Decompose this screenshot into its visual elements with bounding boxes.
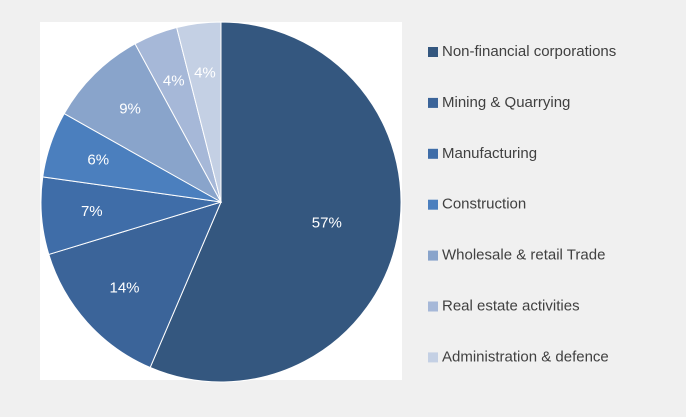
pie-slice: [176, 21, 222, 203]
legend-label: Administration & defence: [442, 348, 609, 365]
legend-swatch: [428, 352, 438, 363]
legend-label: Non-financial corporations: [442, 43, 616, 60]
legend-swatch: [428, 97, 438, 108]
legend-swatch: [428, 47, 438, 57]
legend-swatch: [428, 250, 438, 261]
pie-slice: [48, 201, 222, 369]
legend-swatch: [428, 199, 438, 210]
data-label: 4%: [163, 72, 185, 89]
data-label: 6%: [87, 151, 109, 168]
pie-slice: [63, 43, 223, 204]
data-label: 4%: [194, 64, 216, 81]
data-label: 14%: [109, 279, 139, 296]
data-label: 7%: [81, 203, 103, 220]
legend-swatch: [428, 301, 438, 312]
legend-label: Manufacturing: [442, 145, 537, 162]
legend-label: Wholesale & retail Trade: [442, 247, 605, 264]
pie-slice: [149, 21, 402, 383]
legend-label: Mining & Quarrying: [442, 94, 570, 111]
data-label: 57%: [312, 215, 342, 232]
data-label: 9%: [119, 101, 141, 118]
legend-swatch: [428, 148, 438, 159]
legend-label: Real estate activities: [442, 297, 580, 314]
legend-label: Construction: [442, 196, 526, 213]
